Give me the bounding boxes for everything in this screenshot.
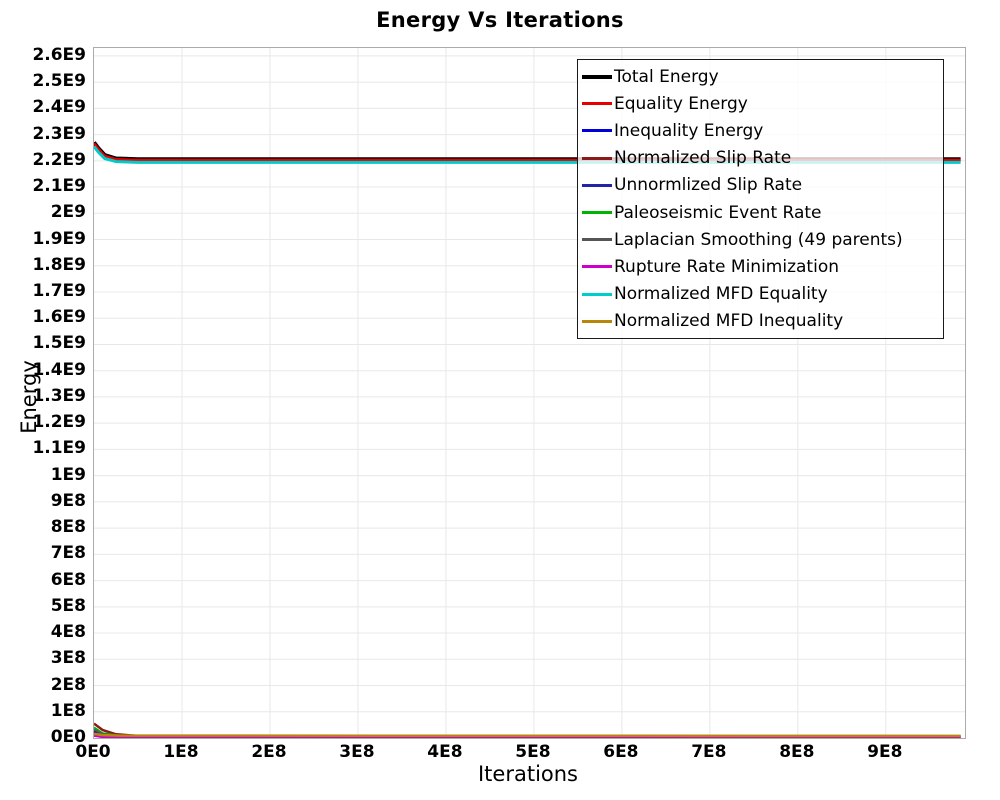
y-tick-label: 2.6E9 [32,44,86,65]
x-tick-label: 5E8 [515,742,551,762]
y-tick-label: 2.2E9 [32,149,86,170]
y-tick-label: 2.1E9 [32,176,86,197]
legend-item-label: Total Energy [614,66,719,87]
legend-item: Rupture Rate Minimization [582,253,943,280]
y-tick-label: 1.2E9 [32,412,86,433]
x-tick-label: 6E8 [603,742,639,762]
x-tick-label: 7E8 [691,742,727,762]
legend-item-label: Paleoseismic Event Rate [614,202,822,223]
series-line [94,732,961,738]
y-tick-label: 1.9E9 [32,228,86,249]
y-tick-label: 0E0 [50,727,86,747]
legend-item-label: Rupture Rate Minimization [614,256,839,277]
series-line [94,734,961,738]
y-tick-label: 1.6E9 [32,307,86,328]
x-tick-label: 3E8 [339,742,375,762]
legend-item: Normalized MFD Equality [582,281,943,308]
y-tick-label: 1E8 [50,700,86,721]
legend-item: Total Energy [582,63,943,90]
legend-item: Normalized MFD Inequality [582,308,943,335]
y-tick-label: 2.3E9 [32,123,86,144]
legend-item-label: Normalized MFD Equality [614,284,828,305]
y-tick-label: 1.7E9 [32,280,86,301]
legend-item: Normalized Slip Rate [582,145,943,172]
x-tick-label: 4E8 [427,742,463,762]
x-tick-label: 8E8 [779,742,815,762]
y-tick-label: 5E8 [50,595,86,616]
legend-line-swatch [582,102,612,106]
y-tick-label: 1.8E9 [32,254,86,275]
y-tick-label: 4E8 [50,622,86,643]
x-tick-label: 0E0 [75,742,111,762]
x-tick-label: 1E8 [163,742,199,762]
x-tick-label: 9E8 [867,742,903,762]
legend-line-swatch [582,156,612,160]
legend-line-swatch [582,319,612,323]
y-tick-label: 2E9 [50,202,86,223]
x-axis-title: Iterations [477,762,579,786]
series-line [94,142,961,162]
legend-item: Unnormlized Slip Rate [582,172,943,199]
legend-line-swatch [582,265,612,269]
legend-item-label: Equality Energy [614,93,748,114]
legend-line-swatch [582,183,612,187]
series-line [94,722,961,738]
y-tick-label: 7E8 [50,543,86,564]
y-tick-label: 3E8 [50,648,86,669]
y-tick-label: 2.5E9 [32,71,86,92]
legend-item-label: Unnormlized Slip Rate [614,175,803,196]
y-tick-label: 1.4E9 [32,359,86,380]
y-tick-label: 2.4E9 [32,97,86,118]
legend-item-label: Normalized MFD Inequality [614,311,844,332]
y-tick-label: 1E9 [50,464,86,485]
y-axis-title: Energy [17,360,41,434]
y-tick-label: 1.3E9 [32,385,86,406]
legend-line-swatch [582,129,612,133]
y-tick-label: 1.5E9 [32,333,86,354]
legend-line-swatch [582,292,612,296]
legend-box: Total Energy Equality Energy Inequality … [577,59,944,339]
legend-line-swatch [582,238,612,242]
legend-line-swatch [582,74,612,79]
y-tick-label: 2E8 [50,674,86,695]
x-tick-label: 2E8 [251,742,287,762]
legend-item-label: Normalized Slip Rate [614,148,792,169]
legend-item-label: Inequality Energy [614,120,764,141]
y-tick-label: 6E8 [50,569,86,590]
legend-item: Laplacian Smoothing (49 parents) [582,226,943,253]
y-tick-label: 1.1E9 [32,438,86,459]
chart-title: Energy Vs Iterations [376,8,624,32]
y-tick-label: 8E8 [50,517,86,538]
legend-item: Equality Energy [582,90,943,117]
legend-item: Paleoseismic Event Rate [582,199,943,226]
legend-item: Inequality Energy [582,117,943,144]
legend-line-swatch [582,211,612,215]
series-line [94,145,961,164]
legend-item-label: Laplacian Smoothing (49 parents) [614,229,903,250]
y-tick-label: 9E8 [50,490,86,511]
